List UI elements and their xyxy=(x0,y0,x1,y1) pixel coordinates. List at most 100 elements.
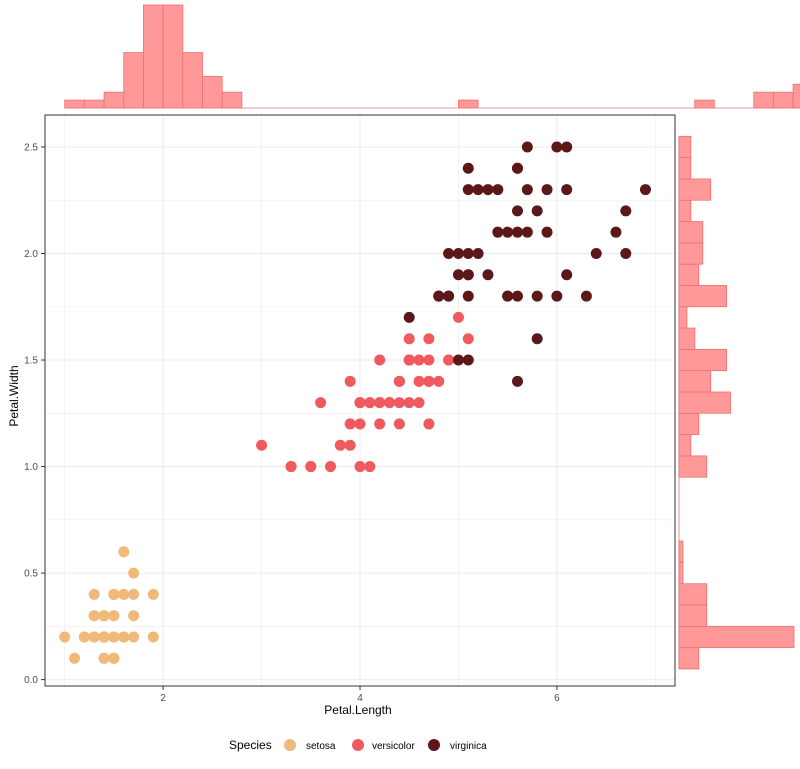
point-setosa xyxy=(147,588,159,600)
point-virginica xyxy=(551,290,563,302)
y-tick-label: 2.0 xyxy=(24,249,38,260)
point-virginica xyxy=(452,354,464,366)
hist-y-bar xyxy=(678,391,731,414)
point-versicolor xyxy=(354,397,366,409)
point-versicolor xyxy=(324,461,336,473)
point-versicolor xyxy=(423,418,435,430)
y-tick-label: 0.0 xyxy=(24,675,38,686)
hist-x-bar xyxy=(143,4,164,109)
x-tick-label: 4 xyxy=(357,693,363,704)
hist-y-bar xyxy=(678,562,684,585)
point-virginica xyxy=(521,184,533,196)
point-virginica xyxy=(462,354,474,366)
point-versicolor xyxy=(374,354,386,366)
point-setosa xyxy=(128,588,140,600)
point-setosa xyxy=(118,631,130,643)
point-virginica xyxy=(639,184,651,196)
hist-y-bar xyxy=(678,135,692,159)
point-virginica xyxy=(462,290,474,302)
hist-x-bar xyxy=(792,83,800,109)
point-versicolor xyxy=(315,397,327,409)
point-versicolor xyxy=(364,397,376,409)
point-versicolor xyxy=(423,354,435,366)
point-setosa xyxy=(88,610,100,622)
hist-x-bar xyxy=(458,99,479,109)
point-versicolor xyxy=(423,375,435,387)
point-versicolor xyxy=(413,397,425,409)
point-setosa xyxy=(59,631,71,643)
point-virginica xyxy=(502,226,514,238)
point-virginica xyxy=(580,290,592,302)
hist-y-bar xyxy=(678,306,688,329)
point-versicolor xyxy=(305,461,317,473)
point-versicolor xyxy=(344,375,356,387)
hist-x-bar xyxy=(221,91,243,109)
hist-y-bar xyxy=(678,157,692,180)
hist-x-bar xyxy=(202,75,223,109)
point-versicolor xyxy=(285,461,297,473)
point-virginica xyxy=(561,184,573,196)
point-virginica xyxy=(512,205,523,217)
point-virginica xyxy=(512,162,523,174)
x-axis-title: Petal.Length xyxy=(324,703,391,717)
point-virginica xyxy=(512,375,523,387)
point-versicolor xyxy=(403,333,415,345)
hist-y-bar xyxy=(678,455,708,478)
point-virginica xyxy=(541,226,553,238)
right-marginal-histogram xyxy=(678,135,795,670)
legend-label-virginica: virginica xyxy=(450,741,487,752)
point-versicolor xyxy=(344,439,356,451)
gridlines xyxy=(45,115,675,686)
point-virginica xyxy=(512,226,523,238)
point-virginica xyxy=(472,184,484,196)
hist-y-bar xyxy=(678,647,700,670)
legend-title: Species xyxy=(229,738,272,752)
hist-x-bar xyxy=(182,52,203,109)
point-versicolor xyxy=(344,418,356,430)
point-virginica xyxy=(443,247,455,259)
hist-y-bar xyxy=(678,370,712,393)
x-tick-label: 6 xyxy=(554,693,560,704)
x-axis-ticks: 2 4 6 xyxy=(160,686,560,704)
point-setosa xyxy=(98,610,110,622)
point-setosa xyxy=(88,588,100,600)
point-virginica xyxy=(531,333,543,345)
point-versicolor xyxy=(354,461,366,473)
hist-x-bar xyxy=(64,99,85,109)
point-setosa xyxy=(147,631,159,643)
point-virginica xyxy=(492,184,504,196)
hist-y-bar xyxy=(678,348,727,372)
scatter-points xyxy=(59,141,651,664)
point-versicolor xyxy=(374,418,386,430)
point-versicolor xyxy=(433,375,445,387)
point-versicolor xyxy=(256,439,268,451)
point-setosa xyxy=(108,588,120,600)
point-virginica xyxy=(403,311,415,323)
hist-x-bar xyxy=(83,99,105,109)
point-virginica xyxy=(462,247,474,259)
point-versicolor xyxy=(423,333,435,345)
y-tick-label: 2.5 xyxy=(24,142,38,153)
hist-y-bar xyxy=(678,434,692,457)
point-virginica xyxy=(492,226,504,238)
point-virginica xyxy=(462,184,474,196)
y-tick-label: 1.0 xyxy=(24,462,38,473)
point-versicolor xyxy=(393,418,405,430)
hist-x-bar xyxy=(694,99,715,109)
point-virginica xyxy=(620,205,632,217)
point-setosa xyxy=(98,631,110,643)
point-versicolor xyxy=(393,397,405,409)
legend-label-versicolor: versicolor xyxy=(372,741,415,752)
hist-x-bar xyxy=(123,52,144,109)
point-virginica xyxy=(531,205,543,217)
point-virginica xyxy=(462,162,474,174)
point-versicolor xyxy=(374,397,386,409)
point-virginica xyxy=(590,247,602,259)
x-tick-label: 2 xyxy=(160,693,166,704)
point-versicolor xyxy=(413,375,425,387)
point-setosa xyxy=(118,546,130,558)
legend: Species setosa versicolor virginica xyxy=(229,738,487,752)
point-virginica xyxy=(620,247,632,259)
point-virginica xyxy=(521,226,533,238)
point-setosa xyxy=(108,610,120,622)
